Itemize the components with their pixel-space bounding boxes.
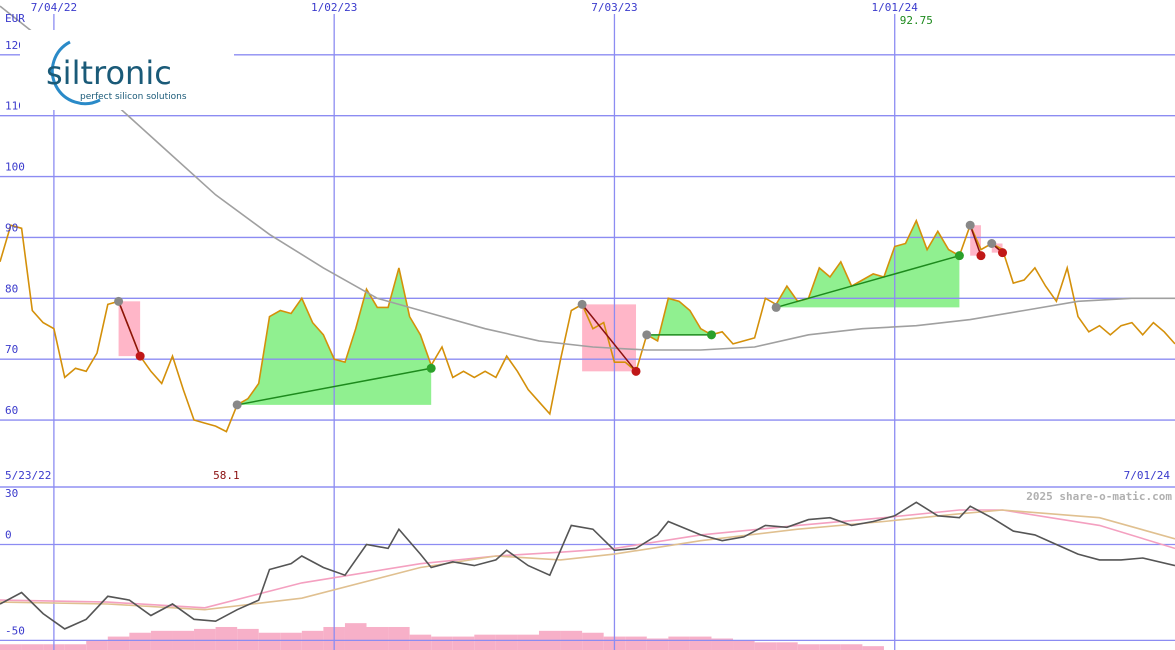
logo: siltronic perfect silicon solutions: [20, 30, 234, 110]
logo-arc: [50, 40, 101, 106]
bar: [280, 632, 302, 650]
bar: [754, 642, 777, 650]
logo-bg: [20, 30, 234, 110]
bar: [21, 644, 44, 650]
bar: [474, 634, 496, 650]
trade-entry: [987, 239, 997, 248]
unit-label: EUR: [5, 12, 25, 25]
bar: [64, 644, 87, 650]
bar: [452, 636, 475, 650]
trade-entry: [114, 296, 124, 306]
bar: [862, 646, 884, 650]
gain-area: [646, 298, 712, 341]
bar: [258, 632, 281, 650]
x-tick-label: 1/02/23: [311, 1, 357, 14]
logo-name: siltronic: [46, 54, 172, 92]
grid: [0, 14, 1175, 650]
series-line: [0, 218, 1175, 433]
series-line: [0, 501, 1175, 630]
y-tick-label: 0: [5, 529, 12, 542]
trade-exit: [135, 351, 145, 361]
labels: 60 70 80 90 100 110 120 7/04/22 1/02/23 7/03/23 1/…: [5, 1, 1172, 637]
trade-exit: [976, 251, 986, 261]
bar: [689, 636, 712, 650]
bar: [431, 636, 453, 650]
y-tick-label: 90: [5, 221, 18, 234]
gain-area: [776, 220, 960, 308]
bar: [797, 644, 820, 650]
bar: [107, 636, 130, 650]
y-tick-label: 70: [5, 343, 18, 356]
bar: [215, 626, 238, 650]
trade-line: [581, 303, 637, 372]
bar: [129, 632, 151, 650]
y-tick-label: 30: [5, 487, 18, 500]
x-tick-label: 7/04/22: [31, 1, 77, 14]
y-tick-label: 60: [5, 404, 18, 417]
high-label: 92.75: [900, 14, 933, 27]
trade-line: [117, 301, 141, 357]
bar: [194, 628, 216, 650]
x-tick-label: 1/01/24: [872, 1, 919, 14]
trade-entry: [577, 299, 587, 309]
bar: [646, 638, 669, 650]
trade-entry: [965, 220, 975, 230]
lines: [0, 5, 1175, 630]
trade-entry: [771, 302, 781, 312]
bar: [776, 642, 798, 650]
y-tick-label: 110: [5, 100, 25, 113]
y-tick-label: 100: [5, 161, 25, 174]
bar: [668, 636, 690, 650]
low-label: 58.1: [213, 469, 240, 482]
bar: [582, 632, 604, 650]
bar: [517, 634, 539, 650]
trade-exit: [998, 248, 1008, 258]
bar: [495, 634, 518, 650]
bar: [711, 638, 734, 650]
bar: [344, 623, 367, 650]
bar: [366, 626, 389, 650]
watermark: 2025 share-o-matic.com: [1026, 490, 1172, 503]
trade-exit: [706, 330, 716, 340]
trade-line: [775, 254, 960, 309]
series-line: [0, 509, 1175, 611]
logo-tagline: perfect silicon solutions: [80, 92, 187, 102]
x-tick-label: 7/03/23: [591, 1, 637, 14]
series-line: [0, 509, 1175, 609]
start-date: 5/23/22: [5, 469, 51, 482]
trade-exit: [954, 251, 964, 261]
bar: [86, 640, 108, 650]
y-tick-label: 120: [5, 39, 25, 52]
bar: [733, 640, 755, 650]
bar: [388, 626, 410, 650]
trade-entry: [642, 330, 652, 340]
bar: [625, 636, 647, 650]
y-tick-label: -50: [5, 624, 25, 637]
bar: [409, 634, 432, 650]
gain-area: [237, 267, 432, 405]
bar: [237, 628, 259, 650]
trade-entry: [232, 400, 242, 410]
bar: [0, 644, 22, 650]
trade-exit: [426, 363, 436, 373]
y-tick-label: 80: [5, 282, 18, 295]
series-line: [0, 5, 1175, 351]
bar: [819, 644, 841, 650]
bar: [840, 644, 863, 650]
trade-exit: [631, 366, 641, 376]
end-date: 7/01/24: [1124, 469, 1171, 482]
trade-line: [237, 367, 432, 406]
trade-line: [969, 224, 982, 256]
